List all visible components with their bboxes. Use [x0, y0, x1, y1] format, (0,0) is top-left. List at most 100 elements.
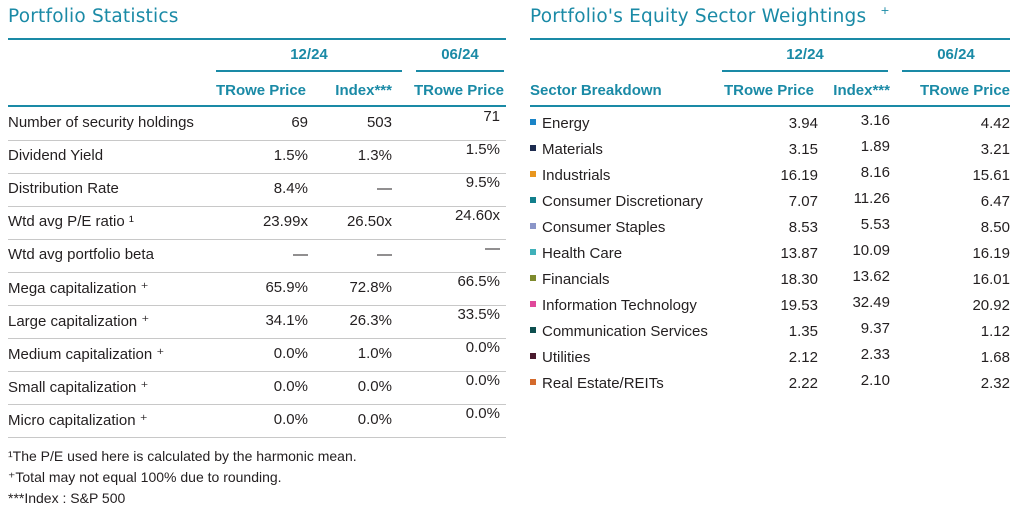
sector-label: Industrials	[530, 167, 610, 184]
sector-row: Health Care 13.87 10.09 16.19	[530, 242, 1010, 268]
trowe-current-value: 19.53	[780, 297, 818, 314]
trowe-prior-value: 0.0%	[465, 405, 500, 422]
stats-header-rule	[8, 105, 506, 107]
trowe-current-value: 69	[291, 114, 308, 131]
sector-row: Materials 3.15 1.89 3.21	[530, 138, 1010, 164]
table-row: Mega capitalization ⁺ 65.9% 72.8% 66.5%	[8, 272, 506, 306]
trowe-current-value: 16.19	[780, 167, 818, 184]
row-label: Medium capitalization ⁺	[8, 346, 165, 363]
trowe-current-value: 3.94	[788, 115, 818, 132]
trowe-prior-value: 3.21	[980, 141, 1010, 158]
sector-label: Consumer Staples	[530, 219, 665, 236]
index-value: 1.3%	[357, 147, 392, 164]
index-value: 26.50x	[346, 213, 392, 230]
trowe-current-value: 0.0%	[273, 345, 308, 362]
sector-color-swatch	[530, 171, 536, 178]
stats-group-prior: 06/24	[416, 46, 504, 72]
trowe-current-value: —	[293, 246, 308, 263]
trowe-prior-value: 33.5%	[457, 306, 500, 323]
trowe-prior-value: 20.92	[972, 297, 1010, 314]
index-value: 0.0%	[357, 411, 392, 428]
trowe-prior-value: 24.60x	[454, 207, 500, 224]
row-label: Number of security holdings	[8, 114, 194, 131]
sector-title: Portfolio's Equity Sector Weightings +	[530, 4, 890, 27]
trowe-current-value: 13.87	[780, 245, 818, 262]
table-row: Small capitalization ⁺ 0.0% 0.0% 0.0%	[8, 371, 506, 405]
trowe-prior-value: 66.5%	[457, 273, 500, 290]
sector-row: Real Estate/REITs 2.22 2.10 2.32	[530, 372, 1010, 398]
sector-color-swatch	[530, 145, 536, 152]
sector-name: Health Care	[542, 245, 623, 262]
sector-name: Communication Services	[542, 323, 708, 340]
index-value: 72.8%	[349, 279, 392, 296]
sector-row: Energy 3.94 3.16 4.42	[530, 112, 1010, 138]
sector-name: Materials	[542, 141, 603, 158]
row-label: Micro capitalization ⁺	[8, 412, 148, 429]
index-value: 503	[366, 114, 392, 131]
trowe-prior-value: 8.50	[980, 219, 1010, 236]
sector-title-mark: +	[880, 4, 890, 17]
index-value: 10.09	[852, 242, 890, 259]
footnote-index: ***Index : S&P 500	[8, 490, 126, 506]
trowe-prior-value: 1.12	[980, 323, 1010, 340]
trowe-current-value: 2.22	[788, 375, 818, 392]
row-label: Large capitalization ⁺	[8, 313, 150, 330]
index-value: 32.49	[852, 294, 890, 311]
sector-title-text: Portfolio's Equity Sector Weightings	[530, 6, 867, 27]
index-value: 5.53	[860, 216, 890, 233]
sector-col-index: Index***	[833, 82, 890, 99]
row-label: Dividend Yield	[8, 147, 104, 164]
trowe-prior-value: 1.5%	[465, 141, 500, 158]
index-value: 11.26	[853, 190, 890, 207]
trowe-prior-value: 2.32	[980, 375, 1010, 392]
sector-name: Utilities	[542, 349, 591, 366]
trowe-current-value: 23.99x	[262, 213, 308, 230]
sector-color-swatch	[530, 301, 536, 308]
trowe-current-value: 34.1%	[265, 312, 308, 329]
table-row: Large capitalization ⁺ 34.1% 26.3% 33.5%	[8, 305, 506, 339]
trowe-current-value: 2.12	[788, 349, 818, 366]
sector-color-swatch	[530, 275, 536, 282]
sector-row: Financials 18.30 13.62 16.01	[530, 268, 1010, 294]
sector-label: Utilities	[530, 349, 590, 366]
index-value: 3.16	[860, 112, 890, 129]
trowe-prior-value: 0.0%	[465, 339, 500, 356]
trowe-prior-value: 16.01	[972, 271, 1010, 288]
trowe-current-value: 1.35	[788, 323, 818, 340]
table-row: Wtd avg P/E ratio ¹ 23.99x 26.50x 24.60x	[8, 206, 506, 240]
sector-row: Industrials 16.19 8.16 15.61	[530, 164, 1010, 190]
sector-color-swatch	[530, 119, 536, 126]
sector-label: Consumer Discretionary	[530, 193, 703, 210]
stats-title-rule	[8, 38, 506, 40]
index-value: —	[377, 180, 392, 197]
row-label: Mega capitalization ⁺	[8, 280, 149, 297]
sector-name: Energy	[542, 115, 590, 132]
sector-label: Energy	[530, 115, 590, 132]
row-label: Wtd avg P/E ratio ¹	[8, 213, 134, 230]
sector-col-breakdown: Sector Breakdown	[530, 82, 662, 99]
sector-group-current: 12/24	[722, 46, 888, 72]
sector-color-swatch	[530, 379, 536, 386]
trowe-prior-value: 15.61	[972, 167, 1010, 184]
sector-row: Utilities 2.12 2.33 1.68	[530, 346, 1010, 372]
footnote-pe: ¹The P/E used here is calculated by the …	[8, 448, 357, 464]
sector-color-swatch	[530, 223, 536, 230]
index-value: 8.16	[860, 164, 890, 181]
sector-header-rule	[530, 105, 1010, 107]
sector-label: Financials	[530, 271, 610, 288]
trowe-prior-value: 6.47	[980, 193, 1010, 210]
index-value: 1.89	[860, 138, 890, 155]
sector-row: Consumer Discretionary 7.07 11.26 6.47	[530, 190, 1010, 216]
sector-col-trowe-prior: TRowe Price	[919, 82, 1010, 99]
footnote-rounding: ⁺Total may not equal 100% due to roundin…	[8, 469, 282, 485]
trowe-current-value: 8.53	[788, 219, 818, 236]
stats-group-current: 12/24	[216, 46, 402, 72]
stats-col-trowe-current: TRowe Price	[215, 82, 306, 99]
trowe-current-value: 65.9%	[265, 279, 308, 296]
trowe-current-value: 0.0%	[273, 378, 308, 395]
table-row: Dividend Yield 1.5% 1.3% 1.5%	[8, 140, 506, 174]
sector-name: Information Technology	[542, 297, 697, 314]
trowe-prior-value: 71	[483, 108, 500, 125]
sector-col-trowe-current: TRowe Price	[723, 82, 814, 99]
index-value: 2.10	[860, 372, 890, 389]
